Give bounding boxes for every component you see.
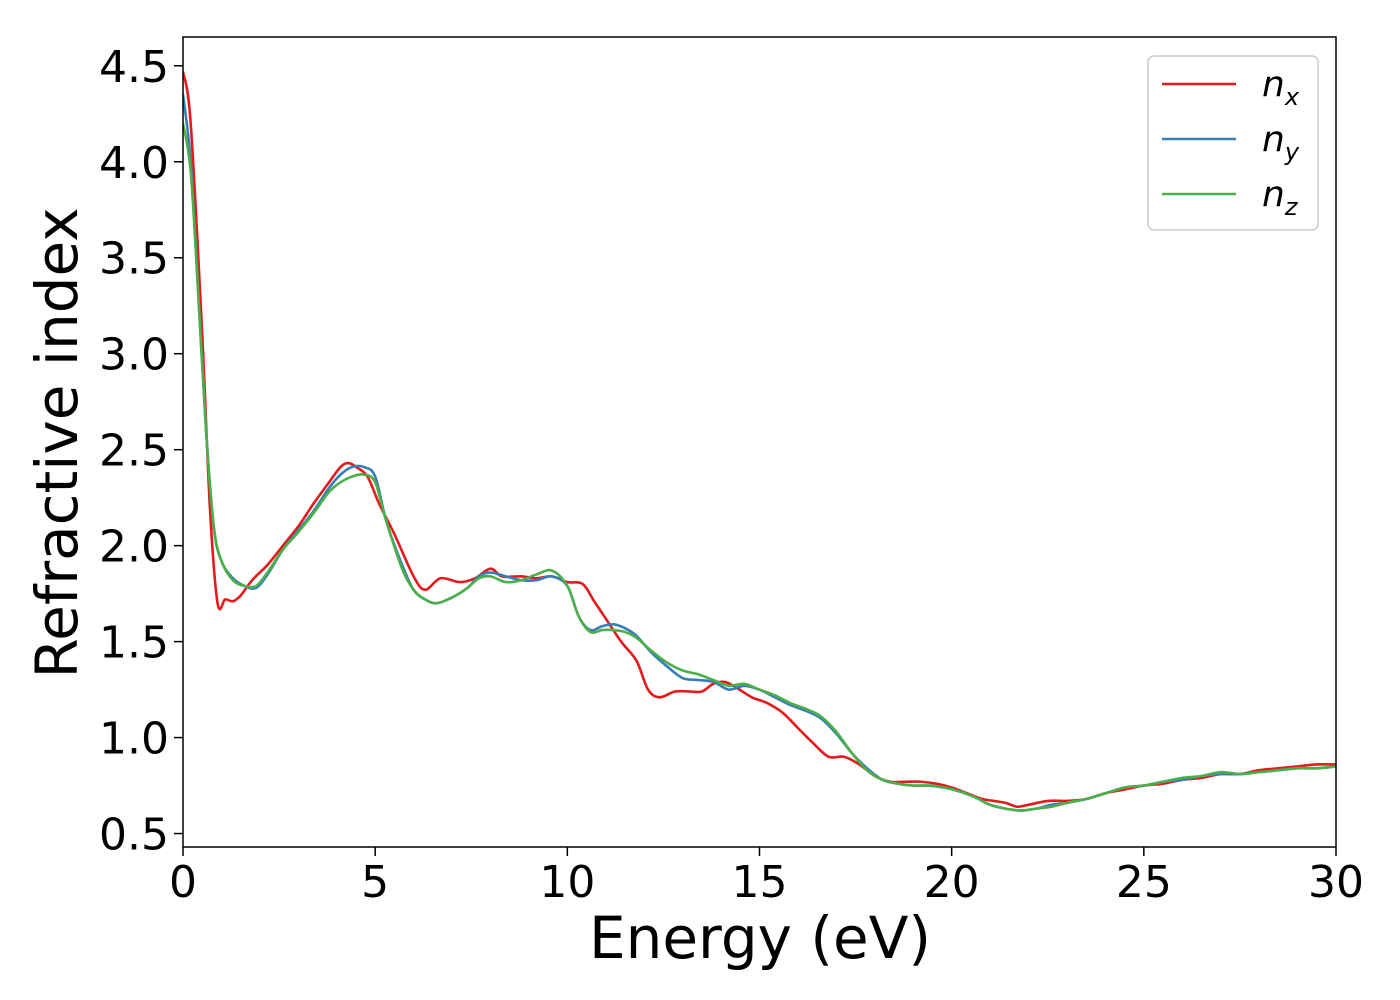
series-line-z bbox=[183, 123, 1336, 812]
y-tick-label: 3.0 bbox=[99, 330, 169, 381]
legend-label-subscript: y bbox=[1284, 138, 1300, 166]
x-tick-label: 15 bbox=[732, 857, 788, 908]
x-tick-label: 30 bbox=[1308, 857, 1364, 908]
plot-lines bbox=[183, 71, 1336, 812]
y-tick-label: 0.5 bbox=[99, 810, 169, 861]
y-tick-label: 2.5 bbox=[99, 426, 169, 477]
y-axis-ticks: 0.5 1.0 1.5 2.0 2.5 3.0 3.5 4.0 4.5 bbox=[99, 42, 183, 861]
legend-box bbox=[1147, 55, 1319, 231]
y-tick-label: 3.5 bbox=[99, 234, 169, 285]
x-axis-title: Energy (eV) bbox=[589, 904, 931, 972]
legend-label-z: nz bbox=[1262, 174, 1299, 221]
x-axis-ticks: 0 5 10 15 20 25 30 bbox=[169, 847, 1364, 908]
x-tick-label: 0 bbox=[169, 857, 197, 908]
y-axis-title: Refractive index bbox=[23, 207, 91, 678]
legend-label-subscript: x bbox=[1284, 83, 1300, 111]
y-tick-label: 1.0 bbox=[99, 714, 169, 765]
legend-label-base: n bbox=[1262, 119, 1285, 160]
legend-label-base: n bbox=[1262, 64, 1285, 105]
legend-label-x: nx bbox=[1262, 64, 1300, 111]
legend-label-subscript: z bbox=[1284, 193, 1299, 221]
x-tick-label: 20 bbox=[924, 857, 980, 908]
y-tick-label: 4.0 bbox=[99, 138, 169, 189]
legend-label-y: ny bbox=[1262, 119, 1300, 166]
legend-label-base: n bbox=[1262, 174, 1285, 215]
y-tick-label: 2.0 bbox=[99, 522, 169, 573]
x-tick-label: 25 bbox=[1116, 857, 1172, 908]
x-tick-label: 5 bbox=[361, 857, 389, 908]
y-tick-label: 4.5 bbox=[99, 42, 169, 93]
x-tick-label: 10 bbox=[539, 857, 595, 908]
y-tick-label: 1.5 bbox=[99, 618, 169, 669]
